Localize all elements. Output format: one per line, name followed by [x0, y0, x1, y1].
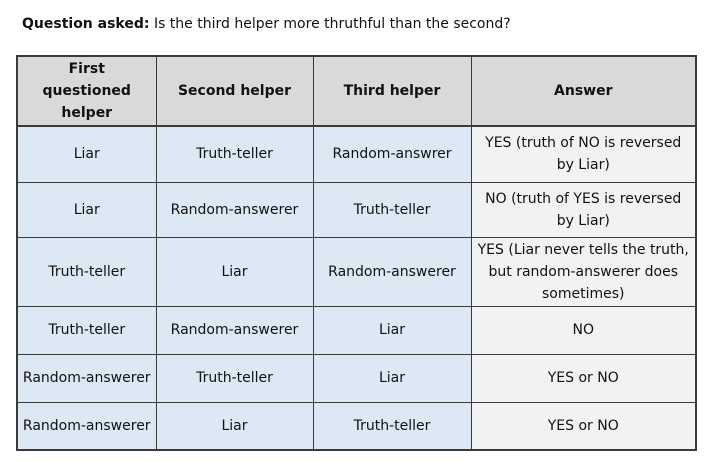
answer-cell: NO [470, 305, 697, 355]
third-helper-cell: Truth-teller [312, 181, 472, 238]
table-row: Liar Truth-teller Random-answrer YES (tr… [16, 125, 697, 183]
second-helper-cell: Truth-teller [155, 353, 314, 403]
question-line: Question asked: Is the third helper more… [22, 15, 511, 33]
header-answer: Answer [470, 55, 697, 127]
third-helper-cell: Random-answrer [312, 125, 472, 183]
question-text: Is the third helper more thruthful than … [153, 16, 511, 32]
first-helper-cell: Liar [16, 181, 157, 238]
second-helper-cell: Liar [155, 236, 314, 307]
header-second-helper: Second helper [155, 55, 314, 127]
table-header-row: First questioned helper Second helper Th… [16, 55, 697, 127]
answer-cell: YES (truth of NO is reversed by Liar) [470, 125, 697, 183]
first-helper-cell: Liar [16, 125, 157, 183]
first-helper-cell: Random-answerer [16, 353, 157, 403]
second-helper-cell: Random-answerer [155, 181, 314, 238]
header-first-helper: First questioned helper [16, 55, 157, 127]
answer-cell: YES or NO [470, 353, 697, 403]
third-helper-cell: Truth-teller [312, 401, 472, 451]
answer-cell: YES (Liar never tells the truth, but ran… [470, 236, 697, 307]
table-row: Truth-teller Liar Random-answerer YES (L… [16, 236, 697, 307]
table-row: Random-answerer Liar Truth-teller YES or… [16, 401, 697, 451]
second-helper-cell: Truth-teller [155, 125, 314, 183]
header-third-helper: Third helper [312, 55, 472, 127]
second-helper-cell: Liar [155, 401, 314, 451]
first-helper-cell: Truth-teller [16, 305, 157, 355]
question-label: Question asked: [22, 16, 150, 32]
table-row: Random-answerer Truth-teller Liar YES or… [16, 353, 697, 403]
first-helper-cell: Random-answerer [16, 401, 157, 451]
helpers-table: First questioned helper Second helper Th… [16, 55, 697, 451]
third-helper-cell: Liar [312, 305, 472, 355]
table-row: Liar Random-answerer Truth-teller NO (tr… [16, 181, 697, 238]
table-row: Truth-teller Random-answerer Liar NO [16, 305, 697, 355]
second-helper-cell: Random-answerer [155, 305, 314, 355]
answer-cell: YES or NO [470, 401, 697, 451]
third-helper-cell: Liar [312, 353, 472, 403]
first-helper-cell: Truth-teller [16, 236, 157, 307]
answer-cell: NO (truth of YES is reversed by Liar) [470, 181, 697, 238]
third-helper-cell: Random-answerer [312, 236, 472, 307]
